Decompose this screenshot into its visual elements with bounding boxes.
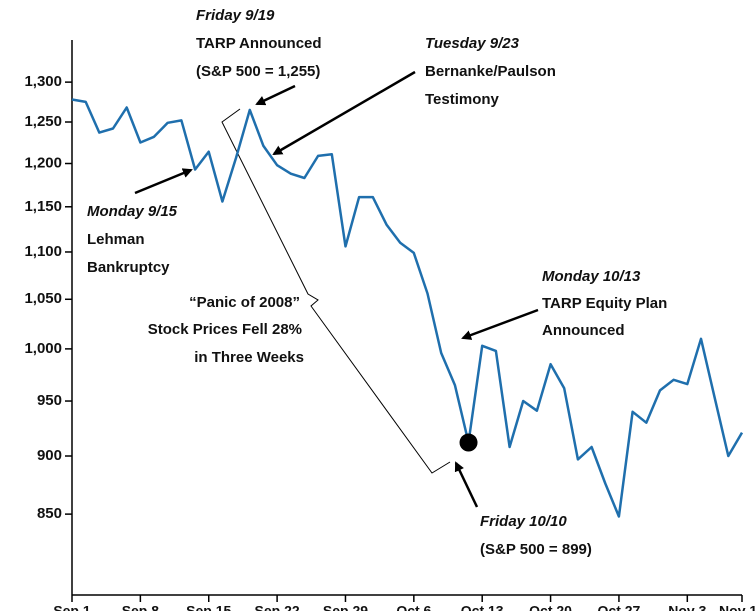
x-tick-label: Oct 6 — [396, 603, 431, 611]
x-tick-label: Sep 1 — [53, 603, 91, 611]
annotation: Bankruptcy — [87, 259, 170, 276]
annotation: (S&P 500 = 1,255) — [196, 63, 320, 80]
y-tick-label: 900 — [37, 447, 62, 464]
x-tick-label: Oct 20 — [529, 603, 572, 611]
annotation: Announced — [542, 322, 625, 339]
series-line — [71, 98, 744, 518]
annotations: Friday 9/19 TARP Announced (S&P 500 = 1,… — [87, 7, 667, 558]
y-tick-label: 1,100 — [24, 243, 62, 260]
annotation: Friday 9/19 — [196, 7, 275, 24]
annotation: (S&P 500 = 899) — [480, 541, 592, 558]
annotation: Monday 9/15 — [87, 203, 178, 220]
y-tick-label: 1,150 — [24, 198, 62, 215]
arrow — [461, 308, 539, 340]
x-tick-label: Sep 8 — [122, 603, 160, 611]
highlight-point — [459, 433, 478, 452]
annotation: Lehman — [87, 231, 145, 248]
annotation: “Panic of 2008” — [189, 294, 300, 311]
x-tick-label: Nov 10 — [719, 603, 756, 611]
y-tick-label: 950 — [37, 392, 62, 409]
x-tick-label: Sep 15 — [186, 603, 231, 611]
annotation: Tuesday 9/23 — [425, 35, 520, 52]
annotation: TARP Announced — [196, 35, 322, 52]
annotation-arrows — [134, 70, 539, 508]
x-tick-label: Sep 22 — [255, 603, 300, 611]
annotation: Stock Prices Fell 28% — [148, 321, 302, 338]
annotation: Bernanke/Paulson — [425, 63, 556, 80]
arrow — [454, 461, 479, 508]
annotation: Friday 10/10 — [480, 513, 567, 530]
x-tick-label: Oct 27 — [598, 603, 641, 611]
x-tick-label: Nov 3 — [668, 603, 706, 611]
y-tick-label: 1,050 — [24, 290, 62, 307]
x-tick-label: Oct 13 — [461, 603, 504, 611]
annotation: Monday 10/13 — [542, 268, 641, 285]
arrow — [134, 168, 193, 195]
x-tick-label: Sep 29 — [323, 603, 368, 611]
y-tick-label: 1,300 — [24, 73, 62, 90]
bracket — [221, 108, 451, 474]
y-tick-label: 1,200 — [24, 154, 62, 171]
arrow — [255, 84, 296, 106]
annotation: TARP Equity Plan — [542, 295, 667, 312]
y-tick-label: 1,250 — [24, 113, 62, 130]
y-tick-label: 1,000 — [24, 340, 62, 357]
annotation: Testimony — [425, 91, 500, 108]
annotation: in Three Weeks — [194, 349, 304, 366]
arrow — [272, 70, 416, 156]
y-tick-label: 850 — [37, 505, 62, 522]
